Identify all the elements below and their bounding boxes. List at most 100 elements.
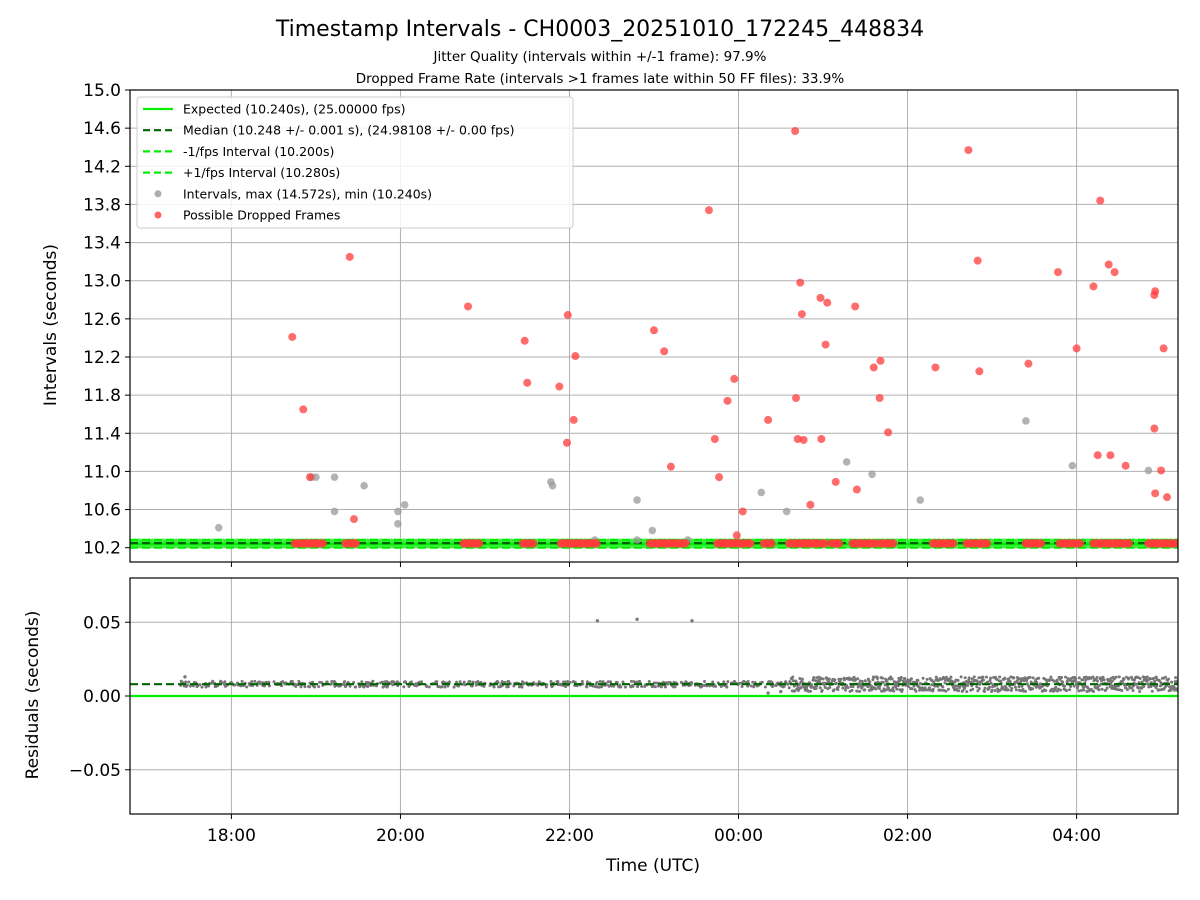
residual-point (1074, 677, 1078, 681)
residual-point (1150, 689, 1154, 693)
residual-point (1153, 679, 1157, 683)
dropped-frame-point (973, 256, 982, 265)
residual-point (223, 680, 227, 684)
residual-point (928, 686, 932, 690)
dropped-frame-point (571, 352, 580, 361)
dropped-frame-point (710, 434, 719, 443)
dropped-frame-point (1159, 344, 1168, 353)
residual-point (517, 685, 521, 689)
residual-point (330, 679, 334, 683)
residual-point (1008, 680, 1012, 684)
residual-point (462, 680, 466, 684)
dropped-frame-point (738, 507, 747, 516)
dropped-frame-point (474, 539, 484, 548)
residual-point (798, 676, 802, 680)
x-tick-label: 00:00 (714, 826, 763, 846)
residual-point (787, 686, 791, 690)
residual-point (1174, 676, 1178, 680)
residual-point (1099, 682, 1103, 686)
dropped-frame-point (821, 340, 830, 349)
residual-point (1081, 678, 1085, 682)
dropped-frame-point (660, 347, 669, 356)
residual-point (791, 679, 795, 683)
residual-point (447, 680, 451, 684)
dropped-frame-point (767, 539, 776, 548)
dropped-frame-point (715, 473, 724, 482)
residual-point (623, 685, 627, 689)
dropped-frame-point (817, 434, 826, 443)
intervals-y-tick-label: 10.2 (83, 539, 121, 559)
residual-point (325, 680, 329, 684)
residual-point (1006, 688, 1010, 692)
residual-point (809, 689, 813, 693)
residual-point (877, 686, 881, 690)
dropped-frame-point (888, 539, 898, 548)
residual-point (860, 686, 864, 690)
dropped-frame-point (806, 500, 815, 509)
residual-point (219, 680, 223, 684)
residual-point (471, 680, 475, 684)
residual-point (885, 678, 889, 682)
residual-point (838, 680, 842, 684)
residual-point (492, 685, 496, 689)
residual-point (250, 680, 254, 684)
residual-point (1037, 676, 1041, 680)
residual-point (1008, 684, 1012, 688)
residual-point (860, 679, 864, 683)
residual-point (1028, 675, 1032, 679)
residual-point (1049, 675, 1053, 679)
dropped-frame-point (834, 539, 844, 548)
dropped-frame-point (1104, 260, 1113, 269)
residual-point (786, 682, 790, 686)
chart-subtitle-jitter: Jitter Quality (intervals within +/-1 fr… (433, 49, 767, 65)
residual-point (1138, 690, 1142, 694)
dropped-frame-point (931, 363, 940, 372)
dropped-frame-point (799, 435, 808, 444)
x-tick-label: 18:00 (207, 826, 256, 846)
residual-point (1068, 688, 1072, 692)
residual-point (566, 679, 570, 683)
residual-point (760, 680, 764, 684)
residual-point (1159, 681, 1163, 685)
dropped-frame-point (975, 367, 984, 376)
residual-point (317, 685, 321, 689)
residual-point (714, 684, 718, 688)
residual-point (818, 680, 822, 684)
residual-point (811, 685, 815, 689)
residual-point (647, 679, 651, 683)
dropped-frame-point (1172, 539, 1178, 548)
residual-point (725, 685, 729, 689)
residual-point (474, 683, 478, 687)
residual-point (967, 676, 971, 680)
interval-point (330, 473, 339, 481)
residual-point (549, 679, 553, 683)
residual-point (188, 684, 192, 688)
residual-point (537, 680, 541, 684)
residual-point (782, 684, 786, 688)
residual-point (468, 679, 472, 683)
dropped-frame-point (1093, 451, 1102, 460)
residual-point (386, 684, 390, 688)
dropped-frame-point (816, 293, 825, 302)
interval-point (330, 507, 339, 516)
residual-point (931, 687, 935, 691)
residual-outlier-point (690, 619, 694, 623)
residual-point (898, 688, 902, 692)
x-tick-label: 22:00 (545, 826, 594, 846)
residual-point (440, 685, 444, 689)
dropped-frame-point (746, 539, 755, 548)
residual-point (894, 685, 898, 689)
residual-point (966, 683, 970, 687)
residual-point (936, 684, 940, 688)
intervals-y-tick-label: 13.4 (83, 234, 121, 254)
dropped-frame-point (1150, 424, 1159, 433)
residual-point (881, 676, 885, 680)
residual-point (852, 675, 856, 679)
dropped-frame-point (791, 393, 800, 402)
residual-point (267, 680, 271, 684)
dropped-frame-point (306, 473, 315, 482)
residual-point (1084, 675, 1088, 679)
residual-point (581, 682, 585, 686)
x-tick-label: 20:00 (376, 826, 425, 846)
residual-outlier-point (779, 689, 783, 694)
